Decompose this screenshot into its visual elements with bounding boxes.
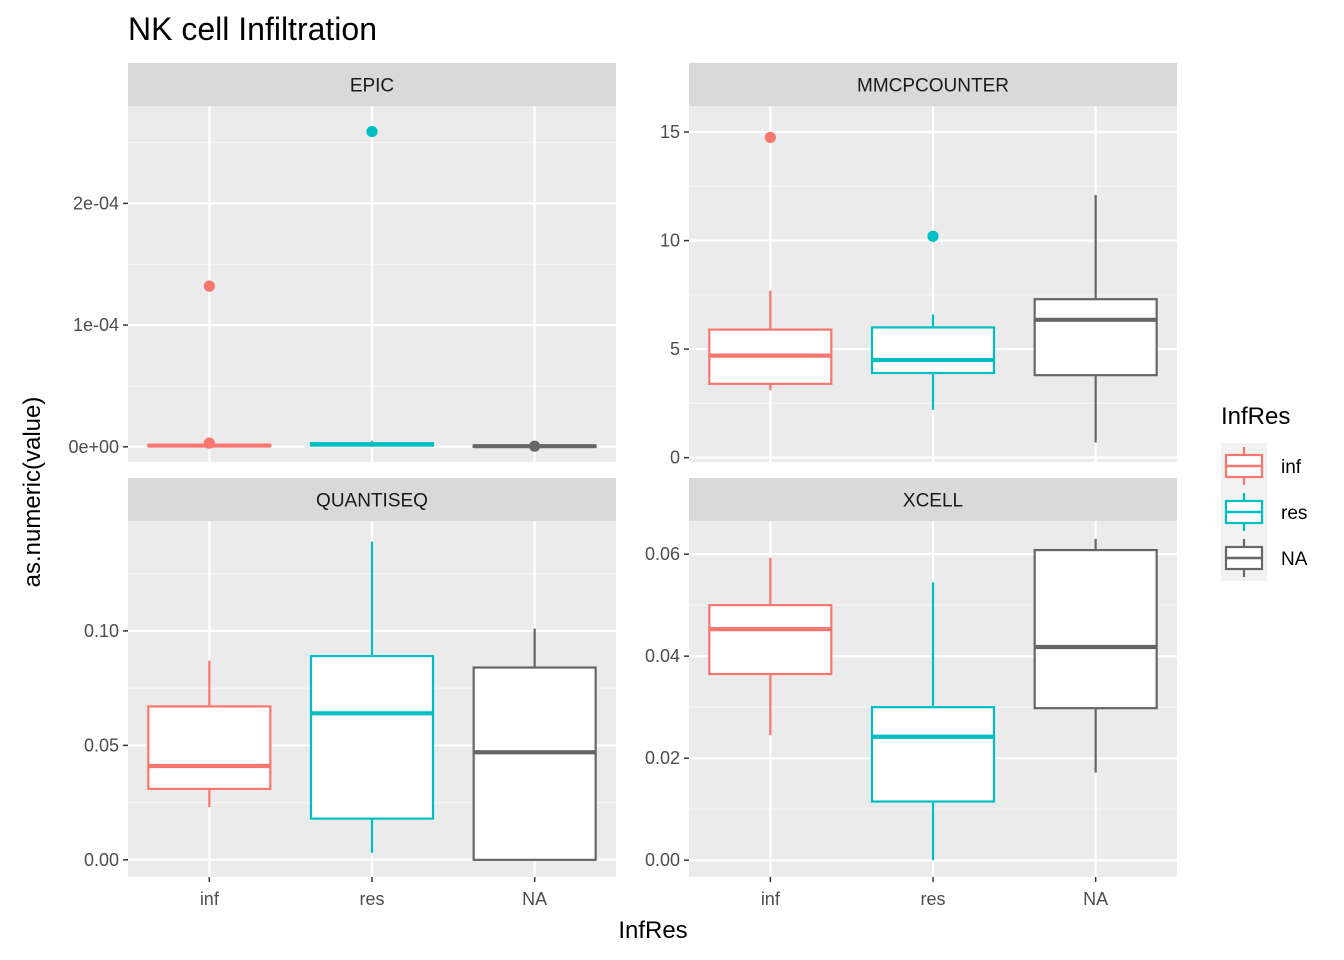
y-tick-label: 0e+00 (68, 437, 119, 457)
y-tick-label: 0.04 (645, 646, 680, 666)
legend-label: inf (1281, 457, 1302, 478)
strip-quantiseq (128, 478, 616, 521)
strip-label-quantiseq: QUANTISEQ (316, 491, 428, 512)
panel-quantiseq: QUANTISEQ 0.00 0.05 0.10 inf res NA (84, 478, 616, 909)
box-iqr (147, 705, 272, 790)
box-epic-na (472, 440, 597, 452)
outlier-point (203, 437, 215, 449)
chart-title: NK cell Infiltration (128, 11, 377, 47)
box-iqr (1033, 548, 1158, 710)
facet-panels: EPIC 0e+00 1e-04 2e-04 MMCPCOUNTER 0 5 10 15 QUAN… (68, 63, 1177, 909)
legend-label: NA (1281, 549, 1308, 570)
panel-epic: EPIC 0e+00 1e-04 2e-04 (68, 63, 616, 462)
y-tick-label: 15 (660, 122, 680, 142)
y-tick-label: 0.10 (84, 621, 119, 641)
y-tick-label: 0.06 (645, 544, 680, 564)
x-tick-label-na: NA (1083, 889, 1108, 909)
outlier-point (366, 125, 378, 138)
box-iqr (870, 706, 996, 803)
box-mmcpcounter-na (1033, 195, 1158, 443)
legend-item-inf: inf (1221, 443, 1302, 489)
box-epic-inf (147, 280, 272, 449)
y-tick-label: 2e-04 (73, 193, 119, 213)
x-tick-label-na: NA (522, 889, 547, 909)
box-epic-res (309, 125, 435, 447)
box-mmcpcounter-res (870, 230, 996, 410)
box-xcell-na (1033, 538, 1158, 773)
box-iqr (1033, 298, 1158, 377)
box-xcell-res (870, 582, 996, 861)
outlier-point (203, 280, 215, 292)
box-xcell-inf (708, 557, 833, 736)
box-mmcpcounter-inf (708, 131, 833, 391)
y-tick-label: 5 (670, 339, 680, 359)
legend: InfRes inf res NA (1221, 403, 1308, 581)
y-axis-title: as.numeric(value) (19, 397, 46, 588)
y-tick-label: 0.05 (84, 735, 119, 755)
panel-mmcpcounter: MMCPCOUNTER 0 5 10 15 (660, 63, 1177, 468)
box-iqr (472, 666, 597, 861)
outlier-point (764, 131, 776, 144)
box-quantiseq-res (309, 541, 435, 853)
y-tick-label: 10 (660, 231, 680, 251)
x-axis-title: InfRes (618, 917, 687, 944)
box-iqr (870, 326, 996, 375)
box-quantiseq-na (472, 628, 597, 861)
strip-xcell (689, 478, 1177, 521)
legend-keys: inf res NA (1221, 443, 1308, 581)
y-tick-label: 0 (670, 448, 680, 468)
strip-label-xcell: XCELL (903, 491, 963, 512)
box-iqr (309, 654, 435, 820)
box-quantiseq-inf (147, 660, 272, 808)
x-tick-label-inf: inf (200, 889, 220, 909)
legend-title: InfRes (1221, 403, 1290, 430)
y-tick-label: 0.02 (645, 748, 680, 768)
y-tick-label: 1e-04 (73, 315, 119, 335)
strip-mmcpcounter (689, 63, 1177, 106)
strip-label-epic: EPIC (350, 76, 394, 97)
x-tick-label-inf: inf (761, 889, 781, 909)
strip-epic (128, 63, 616, 106)
outlier-point (529, 440, 541, 452)
y-tick-label: 0.00 (84, 850, 119, 870)
y-tick-label: 0.00 (645, 850, 680, 870)
panel-xcell: XCELL 0.00 0.02 0.04 0.06 inf res NA (645, 478, 1177, 909)
legend-item-res: res (1221, 489, 1307, 535)
x-tick-label-res: res (359, 889, 384, 909)
strip-label-mmcpcounter: MMCPCOUNTER (857, 76, 1009, 97)
outlier-point (927, 230, 939, 242)
box-iqr (708, 604, 833, 676)
x-tick-label-res: res (920, 889, 945, 909)
legend-item-na: NA (1221, 535, 1308, 581)
legend-label: res (1281, 503, 1307, 524)
